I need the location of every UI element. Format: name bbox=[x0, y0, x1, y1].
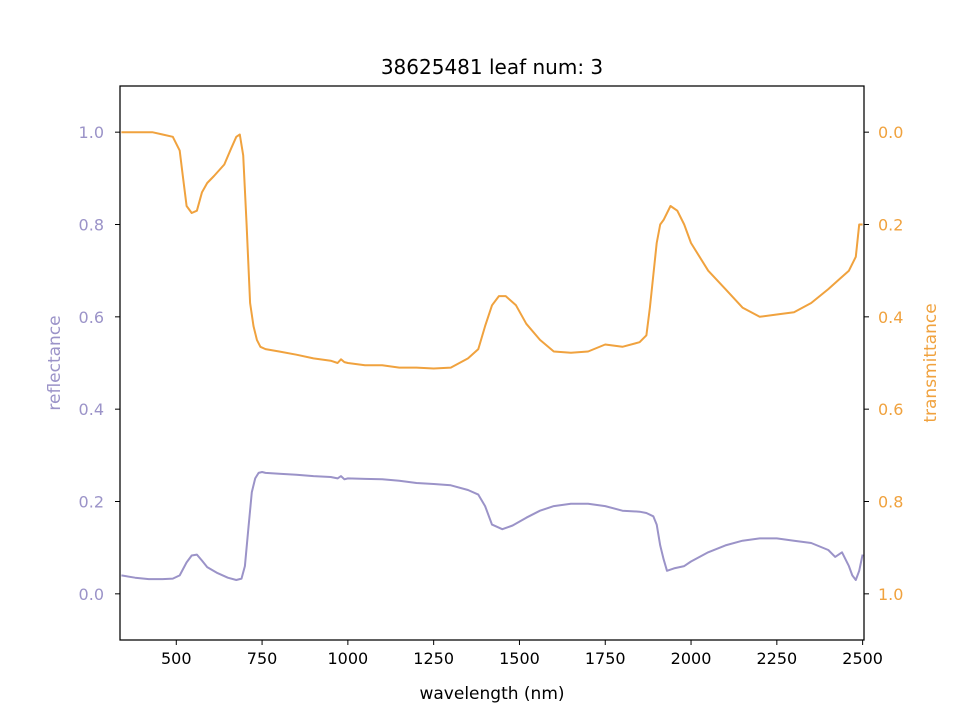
right-y-tick-label: 0.6 bbox=[878, 400, 903, 419]
left-y-tick-label: 0.2 bbox=[79, 493, 104, 512]
left-y-tick-label: 0.6 bbox=[79, 308, 104, 327]
x-axis-title: wavelength (nm) bbox=[419, 684, 564, 704]
x-tick-label: 2250 bbox=[756, 649, 797, 668]
left-y-tick-label: 0.8 bbox=[79, 216, 104, 235]
chart-title: 38625481 leaf num: 3 bbox=[381, 55, 603, 79]
x-tick-label: 2500 bbox=[842, 649, 883, 668]
left-axis-title: reflectance bbox=[45, 315, 65, 410]
transmittance-line bbox=[121, 131, 863, 370]
series-layer bbox=[121, 131, 864, 581]
tick-layer: 500 750 1000 1250 1500 1750 2000 2250 2500 0.0 0.2… bbox=[79, 123, 904, 668]
x-tick-label: 2000 bbox=[671, 649, 712, 668]
x-tick-label: 1500 bbox=[499, 649, 540, 668]
left-y-tick-label: 1.0 bbox=[79, 123, 104, 142]
x-tick-label: 1750 bbox=[585, 649, 626, 668]
x-tick-label: 500 bbox=[161, 649, 192, 668]
right-y-tick-label: 0.8 bbox=[878, 493, 903, 512]
right-y-tick-label: 0.4 bbox=[878, 308, 903, 327]
right-axis-title: transmittance bbox=[921, 303, 941, 422]
right-y-tick-label: 1.0 bbox=[878, 585, 903, 604]
left-y-tick-label: 0.0 bbox=[79, 585, 104, 604]
x-tick-label: 750 bbox=[247, 649, 278, 668]
right-y-tick-label: 0.2 bbox=[878, 216, 903, 235]
left-y-tick-label: 0.4 bbox=[79, 400, 104, 419]
reflectance-line bbox=[121, 471, 864, 581]
x-tick-label: 1250 bbox=[413, 649, 454, 668]
x-tick-label: 1000 bbox=[328, 649, 369, 668]
right-y-tick-label: 0.0 bbox=[878, 123, 903, 142]
plot-frame bbox=[119, 85, 865, 641]
